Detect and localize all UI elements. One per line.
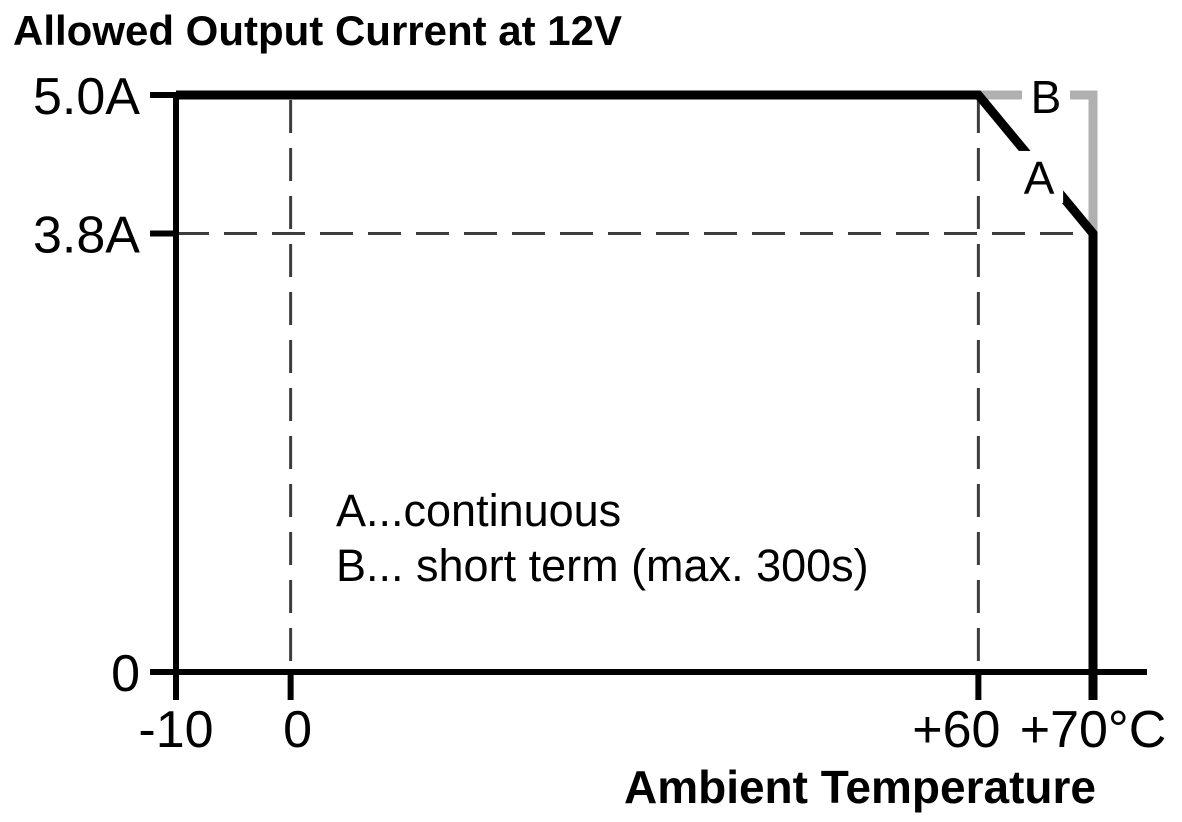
y-tick-label-0: 0 [111,645,140,703]
text-labels: Allowed Output Current at 12V Ambient Te… [13,7,1096,813]
curve-labels: BA [1015,70,1071,204]
x-tick-label-60: +60 [912,701,1000,759]
curve-label-B: B [1031,71,1062,123]
x-tick-label-70: +70°C [1020,701,1167,759]
curve-label-halo-B [1022,70,1071,123]
legend-line-b: B... short term (max. 300s) [336,540,869,591]
x-axis-title: Ambient Temperature [624,761,1096,813]
series-curves [176,90,1098,700]
legend-line-a: A...continuous [336,485,621,536]
chart-title: Allowed Output Current at 12V [13,7,622,54]
x-tick-label--10: -10 [138,701,213,759]
curve-label-halo-A [1015,150,1064,203]
y-tick-label-3.8: 3.8A [33,206,140,264]
series-B [978,90,1098,234]
x-tick-label-0: 0 [283,701,312,759]
guide-lines [176,100,1093,672]
curve-label-A: A [1024,152,1055,204]
y-tick-label-5: 5.0A [33,68,140,126]
ticks: -10 0 +60 +70°C5.0A3.8A0 [33,68,1166,759]
series-A [176,90,1098,700]
axes [150,93,1147,700]
